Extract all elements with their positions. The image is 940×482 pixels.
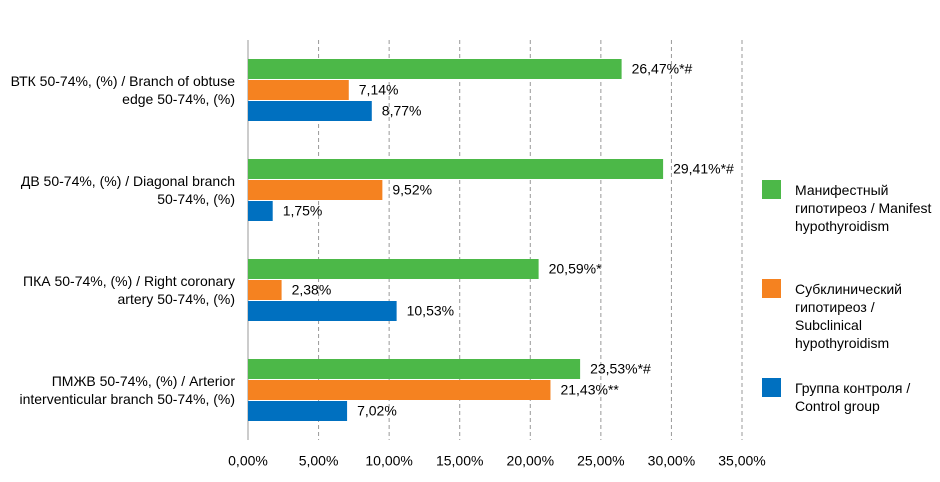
category-label: ДВ 50-74%, (%) / Diagonal branch 50-74%,… [20,173,235,207]
x-tick-label: 25,00% [577,453,624,469]
bar [248,380,551,400]
x-tick-label: 35,00% [718,453,765,469]
value-label: 1,75% [283,203,323,219]
legend-label: Субклинический гипотиреоз / Subclinical … [795,281,902,351]
x-tick-label: 20,00% [507,453,554,469]
value-label: 2,38% [292,282,332,298]
legend-label: Группа контроля / Control group [795,380,911,414]
x-tick-label: 30,00% [648,453,695,469]
value-label: 23,53%*# [590,361,651,377]
bar [248,280,282,300]
value-label: 10,53% [407,303,454,319]
value-label: 7,14% [359,82,399,98]
value-label: 9,52% [392,182,432,198]
value-label: 20,59%* [549,261,602,277]
bar [248,259,539,279]
value-label: 26,47%*# [632,61,693,77]
bar [248,59,622,79]
category-label: ПКА 50-74%, (%) / Right coronary artery … [23,273,235,307]
bar [248,201,273,221]
legend-label: Манифестный гипотиреоз / Manifest hypoth… [795,182,932,234]
bar [248,401,348,421]
category-label: ВТК 50-74%, (%) / Branch of obtuse edge … [10,73,235,107]
legend-swatch [762,378,781,397]
value-label: 21,43%** [560,382,619,398]
x-tick-label: 5,00% [299,453,339,469]
x-tick-label: 10,00% [365,453,412,469]
bar [248,101,372,121]
x-tick-label: 15,00% [436,453,483,469]
bar [248,80,349,100]
bar [248,301,397,321]
value-label: 7,02% [357,403,397,419]
x-tick-label: 0,00% [228,453,268,469]
bar [248,159,664,179]
bar [248,359,581,379]
category-label: ПМЖВ 50-74%, (%) / Arterior interventicu… [19,373,235,407]
legend-swatch [762,279,781,298]
value-label: 8,77% [382,103,422,119]
bar [248,180,383,200]
value-label: 29,41%*# [673,161,734,177]
legend-swatch [762,180,781,199]
